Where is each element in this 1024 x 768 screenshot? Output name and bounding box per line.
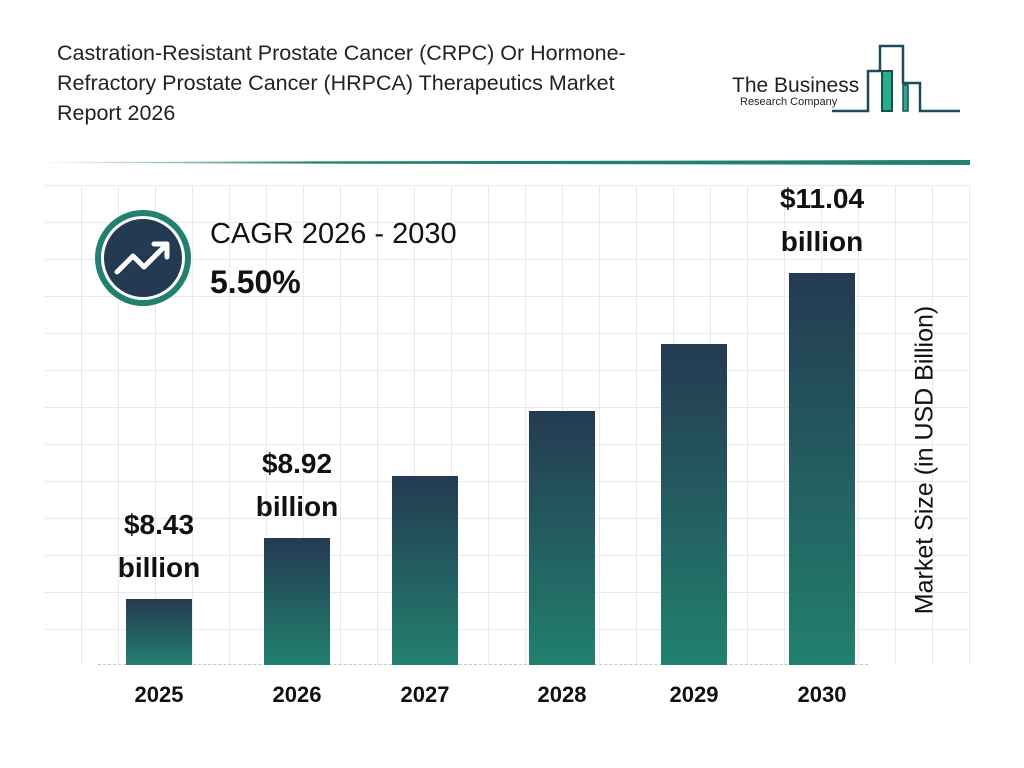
x-tick-label: 2026 bbox=[272, 682, 322, 707]
bar-2029 bbox=[661, 343, 727, 665]
x-axis-baseline bbox=[98, 664, 868, 665]
report-title: Castration-Resistant Prostate Cancer (CR… bbox=[57, 41, 626, 125]
data-label-value: $8.92 bbox=[261, 447, 333, 479]
cagr-value: 5.50% bbox=[210, 264, 301, 300]
x-tick-label: 2029 bbox=[669, 682, 719, 707]
bar-2030 bbox=[789, 272, 855, 665]
title-divider bbox=[40, 160, 970, 165]
x-tick-label: 2025 bbox=[134, 682, 184, 707]
bar-2026 bbox=[264, 537, 330, 665]
x-tick-label: 2030 bbox=[797, 682, 847, 707]
bar-2028 bbox=[529, 411, 595, 665]
data-label-unit: billion bbox=[117, 551, 201, 583]
data-label-unit: billion bbox=[255, 490, 339, 522]
y-axis-label: Market Size (in USD Billion) bbox=[910, 305, 939, 615]
data-label-value: $11.04 bbox=[779, 182, 865, 214]
data-label: $8.92 billion bbox=[227, 442, 367, 528]
x-tick-label: 2028 bbox=[537, 682, 587, 707]
data-label-unit: billion bbox=[780, 225, 864, 257]
bar-2027 bbox=[392, 476, 458, 665]
bar-2025 bbox=[126, 598, 192, 665]
company-logo: The Business Research Company bbox=[732, 44, 960, 113]
data-label-value: $8.43 bbox=[123, 508, 195, 540]
svg-text:The Business: The Business bbox=[732, 74, 859, 97]
cagr-label: CAGR 2026 - 2030 bbox=[210, 218, 457, 250]
data-label: $8.43 billion bbox=[89, 503, 229, 589]
svg-text:Research Company: Research Company bbox=[740, 96, 838, 108]
data-label: $11.04 billion bbox=[752, 177, 892, 263]
trending-up-icon bbox=[95, 210, 191, 306]
x-tick-label: 2027 bbox=[400, 682, 450, 707]
